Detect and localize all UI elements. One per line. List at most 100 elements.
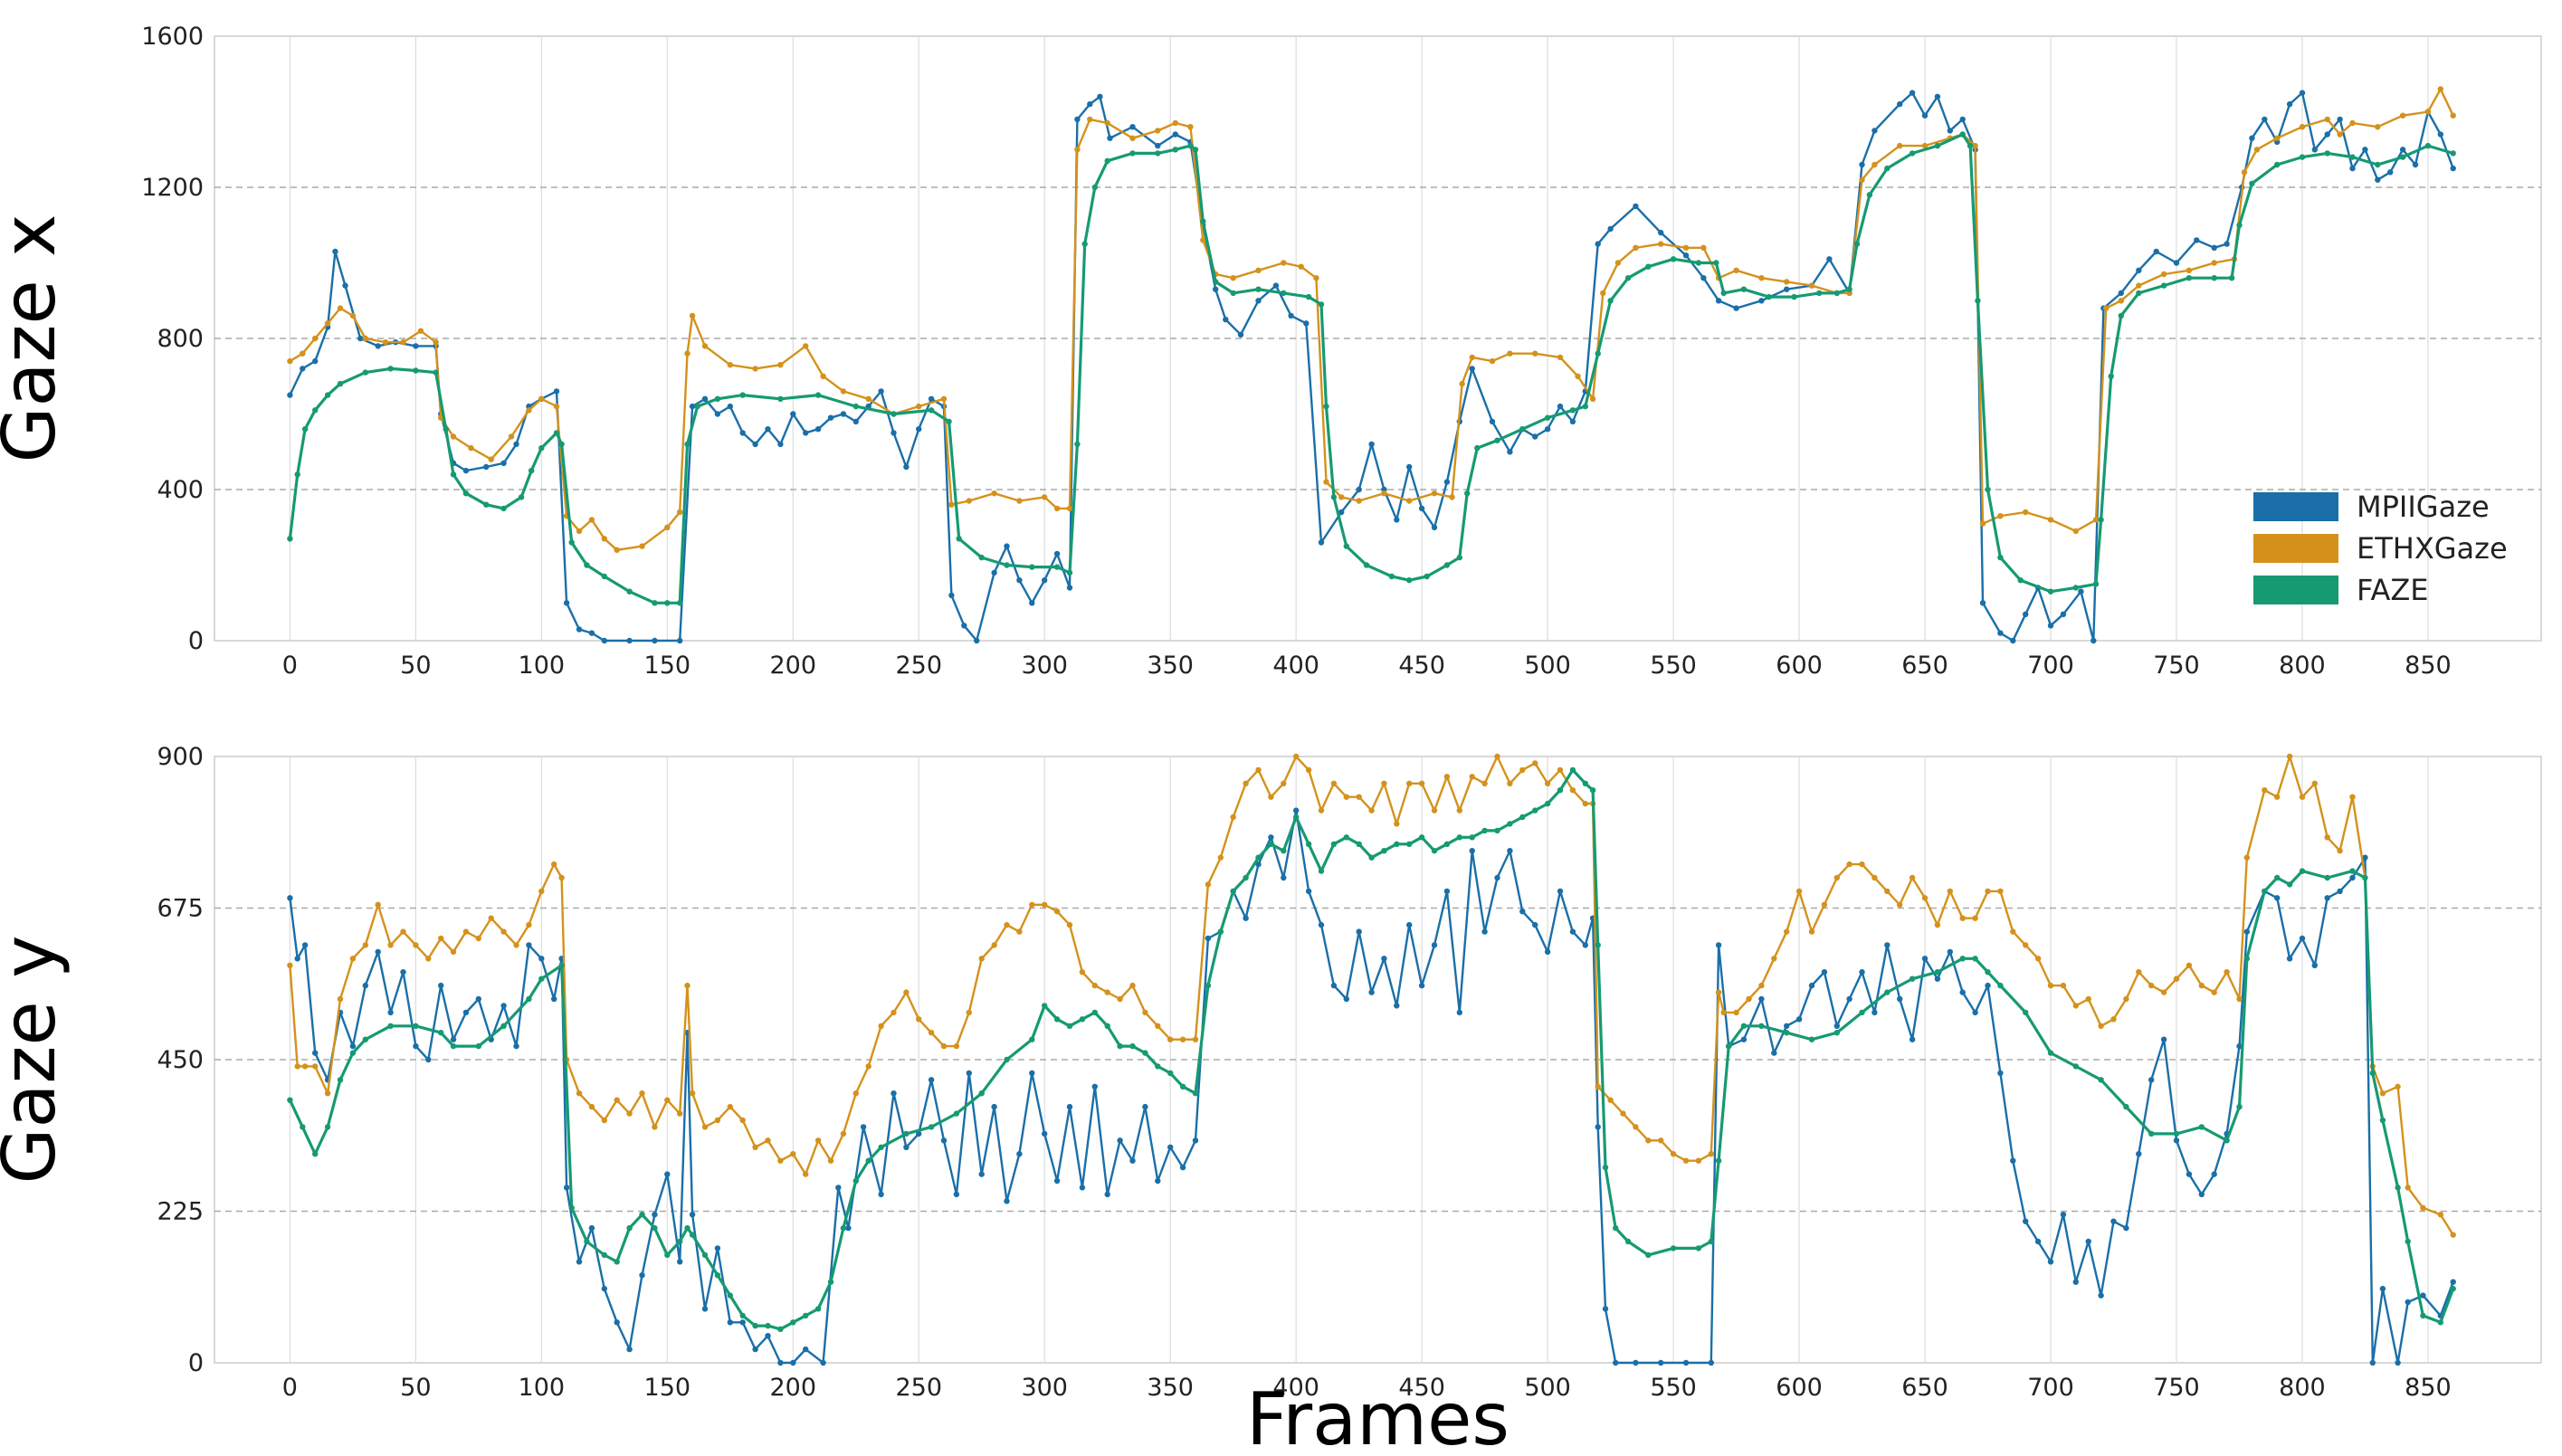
data-point-faze <box>1443 841 1451 847</box>
data-point-ethxgaze <box>2437 1212 2443 1218</box>
data-point-ethxgaze <box>1318 807 1325 814</box>
data-point-faze <box>1624 275 1632 281</box>
data-point-ethxgaze <box>1771 956 1777 962</box>
data-point-ethxgaze <box>425 956 432 962</box>
data-point-mpiigaze <box>1129 124 1136 130</box>
data-point-faze <box>2017 577 2024 584</box>
data-point-mpiigaze <box>2023 611 2029 617</box>
data-point-mpiigaze <box>1142 1103 1148 1110</box>
data-point-ethxgaze <box>2405 1185 2411 1191</box>
data-point-faze <box>349 1050 357 1056</box>
data-point-ethxgaze <box>2085 995 2091 1003</box>
data-point-ethxgaze <box>1614 260 1622 266</box>
data-point-mpiigaze <box>576 1259 583 1265</box>
data-point-mpiigaze <box>2136 1151 2142 1157</box>
data-point-ethxgaze <box>1582 800 1589 807</box>
data-point-ethxgaze <box>2211 260 2217 266</box>
data-point-faze <box>601 1251 607 1259</box>
data-point-mpiigaze <box>1740 1036 1748 1042</box>
data-point-mpiigaze <box>739 430 746 436</box>
data-point-mpiigaze <box>803 1346 809 1353</box>
data-point-faze <box>387 1023 394 1030</box>
y-tick-label: 0 <box>188 627 204 655</box>
data-point-mpiigaze <box>840 411 847 417</box>
data-point-ethxgaze <box>1682 1157 1690 1164</box>
data-point-mpiigaze <box>974 637 980 644</box>
data-point-mpiigaze <box>362 982 368 989</box>
data-point-ethxgaze <box>433 339 439 346</box>
data-point-mpiigaze <box>1097 93 1103 100</box>
data-point-ethxgaze <box>1784 928 1790 935</box>
data-point-mpiigaze <box>820 1359 826 1366</box>
data-point-ethxgaze <box>664 524 671 530</box>
data-point-ethxgaze <box>1833 874 1841 881</box>
data-point-ethxgaze <box>2424 109 2432 115</box>
data-point-ethxgaze <box>940 395 948 402</box>
data-point-ethxgaze <box>2160 989 2167 995</box>
data-point-ethxgaze <box>475 935 481 942</box>
x-tick-label: 850 <box>2405 652 2452 680</box>
data-point-ethxgaze <box>852 1090 859 1097</box>
data-point-ethxgaze <box>294 1063 300 1070</box>
data-point-mpiigaze <box>357 335 364 342</box>
x-tick-label: 450 <box>1398 1374 1445 1402</box>
data-point-ethxgaze <box>2253 147 2261 153</box>
data-point-ethxgaze <box>1682 244 1690 251</box>
y-tick-label: 1600 <box>141 23 204 51</box>
data-point-mpiigaze <box>1418 982 1425 989</box>
data-point-ethxgaze <box>1532 350 1538 357</box>
data-point-ethxgaze <box>1142 1009 1148 1016</box>
data-point-mpiigaze <box>1443 888 1451 895</box>
data-point-faze <box>1985 969 1991 975</box>
data-point-faze <box>865 1157 871 1164</box>
data-point-mpiigaze <box>2173 260 2180 266</box>
data-point-mpiigaze <box>2236 1042 2243 1050</box>
data-point-mpiigaze <box>2211 244 2217 251</box>
data-point-ethxgaze <box>337 995 344 1003</box>
data-point-ethxgaze <box>1381 780 1387 786</box>
data-point-ethxgaze <box>2211 989 2217 995</box>
data-point-ethxgaze <box>1532 760 1538 766</box>
data-point-faze <box>714 1272 721 1279</box>
data-point-ethxgaze <box>1507 350 1513 357</box>
data-point-mpiigaze <box>2399 147 2406 153</box>
data-point-faze <box>538 975 545 982</box>
data-point-ethxgaze <box>1972 142 1978 149</box>
chart-panel-1: 0 50 100 150 200 250 300 350 400 450 500 550 600 650 7… <box>0 23 2542 680</box>
data-point-ethxgaze <box>450 948 457 956</box>
data-point-mpiigaze <box>400 969 406 975</box>
data-point-mpiigaze <box>513 1042 519 1050</box>
data-point-mpiigaze <box>991 1103 997 1110</box>
data-point-faze <box>1363 562 1370 568</box>
data-point-mpiigaze <box>701 395 709 402</box>
data-point-mpiigaze <box>1909 90 1916 96</box>
x-tick-label: 300 <box>1021 1374 1068 1402</box>
data-point-faze <box>1645 263 1652 270</box>
data-point-mpiigaze <box>1066 585 1073 591</box>
data-point-faze <box>1557 787 1564 794</box>
data-point-faze <box>294 471 300 478</box>
data-point-faze <box>1167 1070 1174 1077</box>
x-tick-label: 400 <box>1272 1374 1319 1402</box>
data-point-mpiigaze <box>2072 1279 2079 1285</box>
data-point-faze <box>1997 982 2004 989</box>
data-point-faze <box>1695 260 1702 266</box>
data-point-faze <box>413 367 419 374</box>
data-point-ethxgaze <box>814 1137 822 1144</box>
x-tick-label: 550 <box>1650 652 1697 680</box>
data-point-ethxgaze <box>2349 119 2356 127</box>
data-point-faze <box>1766 293 1772 300</box>
data-point-ethxgaze <box>1066 921 1073 928</box>
data-point-ethxgaze <box>614 547 620 553</box>
data-point-mpiigaze <box>462 467 470 474</box>
data-point-faze <box>777 395 784 402</box>
data-point-ethxgaze <box>553 403 560 410</box>
data-point-mpiigaze <box>1107 135 1113 141</box>
data-point-faze <box>1909 150 1916 157</box>
data-point-faze <box>1343 834 1350 841</box>
data-point-faze <box>450 471 457 478</box>
data-point-ethxgaze <box>1381 490 1387 497</box>
data-point-ethxgaze <box>1255 766 1262 774</box>
data-point-ethxgaze <box>1921 895 1929 901</box>
